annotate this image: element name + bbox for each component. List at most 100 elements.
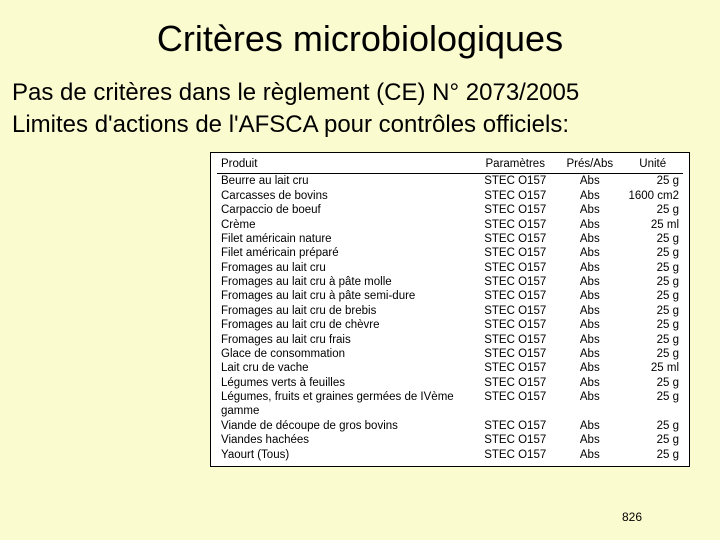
col-presabs: Prés/Abs (557, 155, 622, 174)
cell-unite: 25 g (622, 376, 683, 390)
cell-presabs: Abs (557, 318, 622, 332)
cell-unite: 25 g (622, 333, 683, 347)
table-row: Fromages au lait cru à pâte semi-dureSTE… (217, 289, 683, 303)
cell-produit: Carcasses de bovins (217, 189, 473, 203)
cell-produit: Légumes verts à feuilles (217, 376, 473, 390)
table-row: Carpaccio de boeufSTEC O157Abs25 g (217, 203, 683, 217)
cell-presabs: Abs (557, 203, 622, 217)
cell-unite: 25 g (622, 318, 683, 332)
col-unite: Unité (622, 155, 683, 174)
table-row: Carcasses de bovinsSTEC O157Abs1600 cm2 (217, 189, 683, 203)
cell-unite: 1600 cm2 (622, 189, 683, 203)
cell-presabs: Abs (557, 232, 622, 246)
table-row: Fromages au lait cru de chèvreSTEC O157A… (217, 318, 683, 332)
cell-unite: 25 g (622, 275, 683, 289)
cell-parametres: STEC O157 (473, 289, 557, 303)
cell-presabs: Abs (557, 275, 622, 289)
cell-produit: Fromages au lait cru (217, 261, 473, 275)
cell-produit: Yaourt (Tous) (217, 448, 473, 462)
table-row: Fromages au lait cruSTEC O157Abs25 g (217, 261, 683, 275)
cell-produit: Crème (217, 218, 473, 232)
cell-unite: 25 g (622, 261, 683, 275)
intro-line-1: Pas de critères dans le règlement (CE) N… (12, 78, 708, 108)
cell-parametres: STEC O157 (473, 232, 557, 246)
cell-presabs: Abs (557, 289, 622, 303)
table-row: Fromages au lait cru de brebisSTEC O157A… (217, 304, 683, 318)
cell-produit: Viandes hachées (217, 433, 473, 447)
table-row: CrèmeSTEC O157Abs25 ml (217, 218, 683, 232)
table-row: Filet américain préparéSTEC O157Abs25 g (217, 246, 683, 260)
cell-produit: Lait cru de vache (217, 361, 473, 375)
cell-produit: Viande de découpe de gros bovins (217, 419, 473, 433)
cell-presabs: Abs (557, 448, 622, 462)
cell-produit: Fromages au lait cru à pâte semi-dure (217, 289, 473, 303)
cell-presabs: Abs (557, 361, 622, 375)
table-row: Lait cru de vacheSTEC O157Abs25 ml (217, 361, 683, 375)
cell-unite: 25 g (622, 304, 683, 318)
table-body: Beurre au lait cruSTEC O157Abs25 gCarcas… (217, 174, 683, 462)
criteria-table: Produit Paramètres Prés/Abs Unité Beurre… (217, 155, 683, 462)
cell-presabs: Abs (557, 174, 622, 189)
cell-presabs: Abs (557, 433, 622, 447)
cell-parametres: STEC O157 (473, 275, 557, 289)
intro-block: Pas de critères dans le règlement (CE) N… (0, 78, 720, 148)
table-row: Yaourt (Tous)STEC O157Abs25 g (217, 448, 683, 462)
cell-unite: 25 ml (622, 361, 683, 375)
cell-unite: 25 g (622, 419, 683, 433)
cell-produit: Glace de consommation (217, 347, 473, 361)
cell-presabs: Abs (557, 246, 622, 260)
intro-line-2: Limites d'actions de l'AFSCA pour contrô… (12, 110, 708, 140)
cell-parametres: STEC O157 (473, 304, 557, 318)
cell-presabs: Abs (557, 333, 622, 347)
cell-unite: 25 g (622, 289, 683, 303)
table-row: Viandes hachéesSTEC O157Abs25 g (217, 433, 683, 447)
cell-produit: Fromages au lait cru à pâte molle (217, 275, 473, 289)
table-row: Glace de consommationSTEC O157Abs25 g (217, 347, 683, 361)
cell-produit: Filet américain nature (217, 232, 473, 246)
cell-parametres: STEC O157 (473, 347, 557, 361)
cell-presabs: Abs (557, 218, 622, 232)
cell-produit: Filet américain préparé (217, 246, 473, 260)
cell-produit: Fromages au lait cru frais (217, 333, 473, 347)
cell-unite: 25 ml (622, 218, 683, 232)
cell-unite: 25 g (622, 347, 683, 361)
cell-unite: 25 g (622, 246, 683, 260)
cell-parametres: STEC O157 (473, 448, 557, 462)
cell-parametres: STEC O157 (473, 318, 557, 332)
page-number: 826 (622, 510, 642, 524)
table-row: Légumes verts à feuillesSTEC O157Abs25 g (217, 376, 683, 390)
cell-produit: Fromages au lait cru de brebis (217, 304, 473, 318)
cell-parametres: STEC O157 (473, 218, 557, 232)
cell-unite: 25 g (622, 203, 683, 217)
cell-unite: 25 g (622, 232, 683, 246)
table-header-row: Produit Paramètres Prés/Abs Unité (217, 155, 683, 174)
cell-parametres: STEC O157 (473, 261, 557, 275)
col-parametres: Paramètres (473, 155, 557, 174)
table-row: Filet américain natureSTEC O157Abs25 g (217, 232, 683, 246)
cell-parametres: STEC O157 (473, 376, 557, 390)
cell-produit: Beurre au lait cru (217, 174, 473, 189)
cell-unite: 25 g (622, 390, 683, 419)
cell-presabs: Abs (557, 304, 622, 318)
cell-parametres: STEC O157 (473, 246, 557, 260)
cell-parametres: STEC O157 (473, 390, 557, 419)
cell-produit: Fromages au lait cru de chèvre (217, 318, 473, 332)
cell-presabs: Abs (557, 347, 622, 361)
cell-unite: 25 g (622, 448, 683, 462)
cell-produit: Légumes, fruits et graines germées de IV… (217, 390, 473, 419)
cell-produit: Carpaccio de boeuf (217, 203, 473, 217)
cell-parametres: STEC O157 (473, 333, 557, 347)
slide-title: Critères microbiologiques (0, 0, 720, 78)
cell-parametres: STEC O157 (473, 433, 557, 447)
cell-presabs: Abs (557, 419, 622, 433)
cell-presabs: Abs (557, 390, 622, 419)
col-produit: Produit (217, 155, 473, 174)
cell-parametres: STEC O157 (473, 189, 557, 203)
table-container: Produit Paramètres Prés/Abs Unité Beurre… (210, 152, 690, 467)
cell-presabs: Abs (557, 189, 622, 203)
cell-parametres: STEC O157 (473, 174, 557, 189)
cell-parametres: STEC O157 (473, 361, 557, 375)
cell-unite: 25 g (622, 433, 683, 447)
table-row: Fromages au lait cru fraisSTEC O157Abs25… (217, 333, 683, 347)
cell-presabs: Abs (557, 376, 622, 390)
